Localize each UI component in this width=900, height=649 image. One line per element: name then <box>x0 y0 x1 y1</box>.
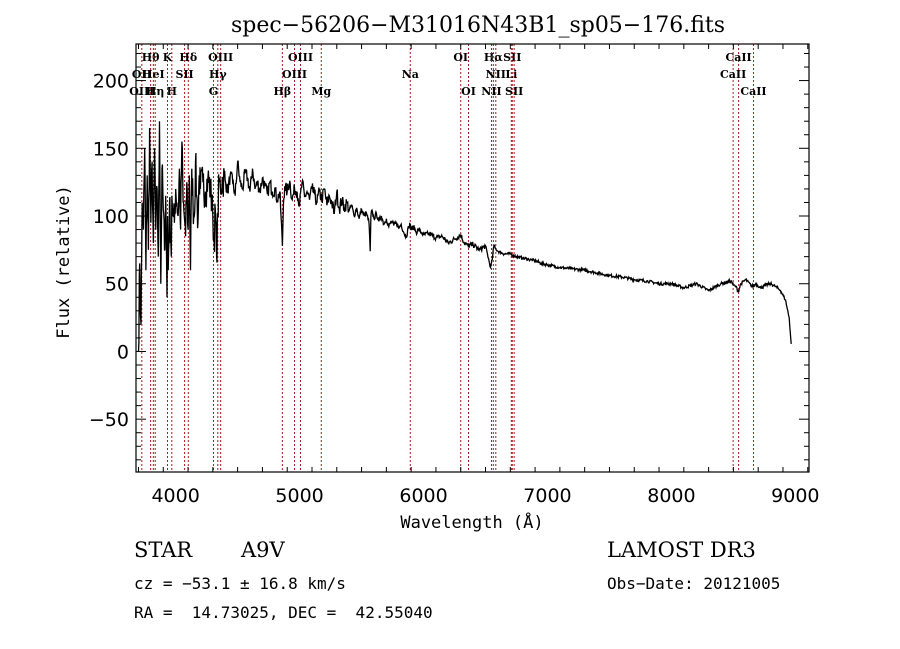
y-tick-label: 0 <box>117 341 129 363</box>
y-tick-label: 200 <box>93 71 129 93</box>
spectral-line-label: OI <box>453 51 468 64</box>
spectral-line-label: SII <box>503 51 521 64</box>
obs-date: Obs−Date: 20121005 <box>607 574 781 593</box>
spectral-line-label: OI <box>461 85 476 98</box>
y-axis-label: Flux (relative) <box>54 185 74 339</box>
redshift-readout: cz = −53.1 ± 16.8 km/s <box>134 574 346 593</box>
spectral-line-label: SII <box>175 68 193 81</box>
y-tick-label: 100 <box>93 206 129 228</box>
x-tick-label: 4000 <box>151 485 199 507</box>
survey-name: LAMOST DR3 <box>607 538 756 562</box>
spectral-line-label: NII <box>481 85 501 98</box>
spectral-line-label: OIII <box>282 68 307 81</box>
spectral-line-label: OIII <box>288 51 313 64</box>
y-tick-label: −50 <box>89 409 129 431</box>
axis-ticks <box>136 44 809 472</box>
y-tick-label: 50 <box>105 274 129 296</box>
spectral-line-label: Hβ <box>274 85 292 98</box>
chart-title: spec−56206−M31016N43B1_sp05−176.fits <box>231 13 725 38</box>
plot-frame <box>135 43 810 473</box>
x-tick-label: 9000 <box>771 485 819 507</box>
spectral-line-label: SII <box>505 85 523 98</box>
spectral-line-label: H <box>167 85 177 98</box>
spectral-line-label: Hγ <box>209 68 227 81</box>
spectral-line-label: G <box>209 85 218 98</box>
y-tick-label: 150 <box>93 138 129 160</box>
x-axis-label: Wavelength (Å) <box>400 511 543 533</box>
spectral-line-label: CaII <box>740 85 766 98</box>
x-tick-label: 7000 <box>523 485 571 507</box>
spectral-line-label: Hθ <box>142 51 160 64</box>
x-tick-label: 5000 <box>275 485 323 507</box>
spectral-line-label: CaII <box>720 68 746 81</box>
object-subclass: A9V <box>241 538 285 562</box>
spectral-line-label: Mg <box>311 85 331 98</box>
spectral-line-label: NII <box>486 68 506 81</box>
spectral-line-label: HeI <box>142 68 165 81</box>
tick-labels: 4000 5000 6000 7000 8000 9000 −50 0 50 100 150 200 <box>89 71 820 507</box>
spectral-line-label: CaII <box>726 51 752 64</box>
spectral-line-label: Hη <box>146 85 164 98</box>
coordinates-readout: RA = 14.73025, DEC = 42.55040 <box>134 603 433 622</box>
x-tick-label: 8000 <box>647 485 695 507</box>
spectral-line-label: OII <box>132 68 152 81</box>
spectrum-line <box>137 121 792 352</box>
object-class: STAR <box>134 538 193 562</box>
spectral-line-label: Li <box>505 68 517 81</box>
spectral-line-label: Hδ <box>179 51 197 64</box>
x-tick-label: 6000 <box>399 485 447 507</box>
spectral-line-label: Hα <box>484 51 503 64</box>
spectral-line-label: Na <box>402 68 419 81</box>
spectral-line-label: K <box>163 51 173 64</box>
spectral-line-label: OIII <box>208 51 233 64</box>
